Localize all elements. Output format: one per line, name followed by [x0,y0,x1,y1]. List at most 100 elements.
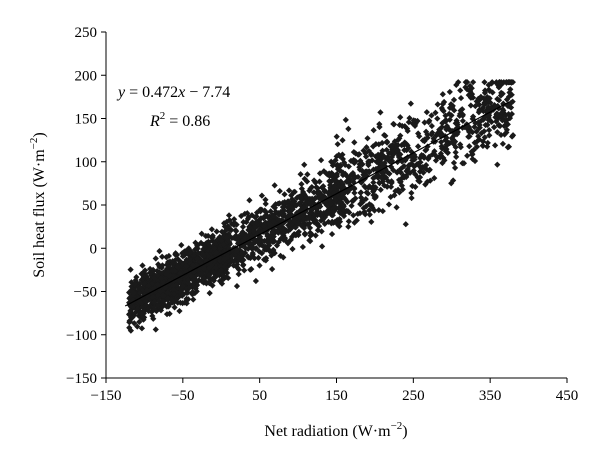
data-point [345,218,352,225]
r-squared-label: R2 = 0.86 [149,110,210,130]
data-point [244,245,252,252]
data-point [459,117,466,125]
data-point [250,228,257,235]
data-point [148,269,155,276]
data-point [393,147,400,155]
data-point [383,138,391,145]
data-point [357,201,364,208]
data-point [209,264,217,271]
y-tick-label: −150 [66,371,97,387]
x-axis-title: Net radiation (W·m−2) [264,420,407,440]
data-point [509,79,516,86]
data-point [148,308,155,316]
data-point [408,160,415,167]
data-point [230,258,237,265]
data-point [225,212,233,219]
data-point [485,104,492,111]
data-point [138,310,145,317]
data-point [388,159,395,166]
data-point [206,290,213,297]
data-point [390,120,397,128]
data-point [246,197,253,204]
data-point [453,81,460,89]
data-point [486,127,493,134]
data-point [496,80,503,87]
data-point [189,277,197,284]
data-point [470,113,477,120]
data-point [330,190,338,197]
data-point [414,174,421,181]
data-point [321,220,328,227]
data-point [503,126,510,133]
data-point [466,82,474,90]
data-point [263,255,270,262]
data-point [330,208,337,215]
data-point [332,177,339,185]
data-point [346,209,353,216]
data-points [125,79,517,334]
data-point [213,264,220,271]
data-point [154,281,161,288]
data-point [210,269,217,276]
data-point [492,114,499,121]
data-point [269,229,276,236]
data-point [271,182,278,189]
data-point [480,108,487,115]
data-point [144,279,152,286]
data-point [472,119,479,127]
data-point [165,272,173,280]
data-point [370,183,377,190]
data-point [241,267,248,274]
data-point [330,185,337,193]
data-point [179,291,186,298]
data-point [385,201,393,208]
data-point [416,168,424,175]
data-point [311,219,318,226]
data-point [388,179,395,186]
data-point [262,219,269,226]
data-point [200,252,207,259]
data-point [481,128,488,135]
data-point [163,253,170,261]
y-tick-label: 200 [75,68,98,84]
data-point [244,210,251,217]
data-point [206,261,213,268]
data-point [494,129,501,136]
data-point [467,102,474,109]
data-point [280,225,287,232]
data-point [318,228,325,235]
y-tick-label: 150 [75,112,98,128]
data-point [141,267,149,274]
data-point [459,112,466,119]
data-point [380,153,387,160]
data-point [243,218,250,226]
data-point [192,285,199,292]
data-point [448,135,456,142]
data-point [371,186,379,193]
data-point [238,212,245,220]
data-point [235,254,242,261]
data-point [450,96,458,103]
data-point [386,150,393,157]
data-point [165,263,172,271]
data-point [508,91,515,98]
data-point [505,79,512,86]
data-point [486,132,493,139]
data-point [231,216,238,223]
data-point [247,254,254,262]
data-point [490,124,498,131]
x-tick-label: −50 [171,388,194,404]
data-point [154,276,161,283]
data-point [505,93,513,100]
data-point [178,242,185,249]
data-point [382,163,389,170]
data-point [399,186,406,193]
data-point [345,223,352,230]
data-point [425,155,432,162]
data-point [326,172,333,179]
data-point [148,281,155,288]
data-point [324,210,331,218]
data-point [320,193,327,200]
data-point [378,160,386,167]
data-point [280,212,287,220]
